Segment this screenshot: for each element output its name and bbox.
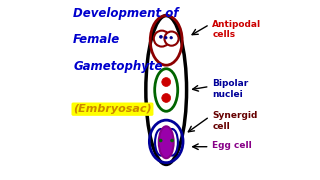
Text: Bipolar
nuclei: Bipolar nuclei: [212, 79, 249, 99]
Ellipse shape: [166, 129, 178, 156]
Text: Female: Female: [73, 33, 120, 46]
Circle shape: [162, 94, 171, 102]
Circle shape: [159, 139, 162, 142]
Ellipse shape: [159, 126, 174, 158]
Ellipse shape: [155, 129, 167, 156]
Circle shape: [164, 31, 179, 46]
Circle shape: [159, 35, 162, 38]
Circle shape: [162, 78, 171, 86]
Ellipse shape: [155, 69, 178, 111]
Circle shape: [170, 37, 172, 39]
Circle shape: [164, 37, 167, 39]
Circle shape: [171, 139, 173, 142]
Text: Development of: Development of: [73, 7, 179, 20]
Text: (Embryosac): (Embryosac): [73, 104, 152, 114]
Text: Gametophyte: Gametophyte: [73, 60, 163, 73]
Text: Antipodal
cells: Antipodal cells: [212, 20, 261, 39]
Text: Egg cell: Egg cell: [212, 141, 252, 150]
Text: Synergid
cell: Synergid cell: [212, 111, 258, 131]
Circle shape: [154, 31, 170, 47]
